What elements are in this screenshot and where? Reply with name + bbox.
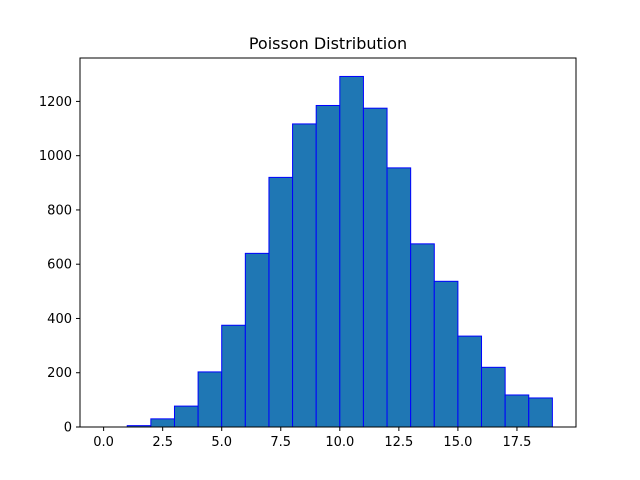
histogram-bar-15 bbox=[457, 335, 483, 428]
y-tick-label: 200 bbox=[47, 366, 72, 381]
plot-area-frame bbox=[79, 57, 577, 428]
chart-title: Poisson Distribution bbox=[249, 34, 407, 53]
y-tick-label: 800 bbox=[47, 203, 72, 218]
histogram-bar-2 bbox=[150, 418, 175, 428]
y-tick-label: 600 bbox=[47, 258, 72, 273]
x-tick-label: 15.0 bbox=[443, 435, 472, 450]
y-tick-label: 400 bbox=[47, 312, 72, 327]
y-tick-label: 1000 bbox=[39, 149, 72, 164]
histogram-bar-9 bbox=[315, 104, 341, 428]
histogram-bar-14 bbox=[433, 280, 459, 428]
x-tick-label: 10.0 bbox=[325, 435, 354, 450]
histogram-bar-11 bbox=[362, 107, 388, 428]
x-tick-label: 2.5 bbox=[152, 435, 173, 450]
histogram-bar-3 bbox=[173, 405, 199, 428]
x-tick-label: 7.5 bbox=[270, 435, 291, 450]
y-axis: 0 200 400 600 800 1000 1200 bbox=[39, 95, 80, 436]
x-tick-label: 0.0 bbox=[93, 435, 114, 450]
histogram-bar-16 bbox=[481, 366, 506, 428]
x-tick-label: 17.5 bbox=[502, 435, 531, 450]
y-tick-label: 1200 bbox=[39, 95, 72, 110]
x-axis: 0.0 2.5 5.0 7.5 10.0 12.5 15.0 17.5 bbox=[93, 427, 531, 450]
bars-group bbox=[126, 75, 553, 428]
histogram-bar-13 bbox=[410, 243, 435, 428]
histogram-bar-6 bbox=[244, 252, 270, 428]
x-tick-label: 12.5 bbox=[384, 435, 413, 450]
histogram-bar-5 bbox=[221, 324, 246, 428]
x-tick-label: 5.0 bbox=[211, 435, 232, 450]
y-tick-label: 0 bbox=[64, 421, 72, 436]
histogram-bar-7 bbox=[268, 176, 294, 428]
histogram-bar-18 bbox=[528, 397, 553, 428]
histogram-bar-10 bbox=[339, 75, 364, 428]
histogram-bar-17 bbox=[504, 394, 530, 428]
histogram-bar-8 bbox=[292, 123, 317, 428]
histogram-bar-4 bbox=[197, 371, 223, 428]
histogram-bar-12 bbox=[386, 167, 412, 428]
